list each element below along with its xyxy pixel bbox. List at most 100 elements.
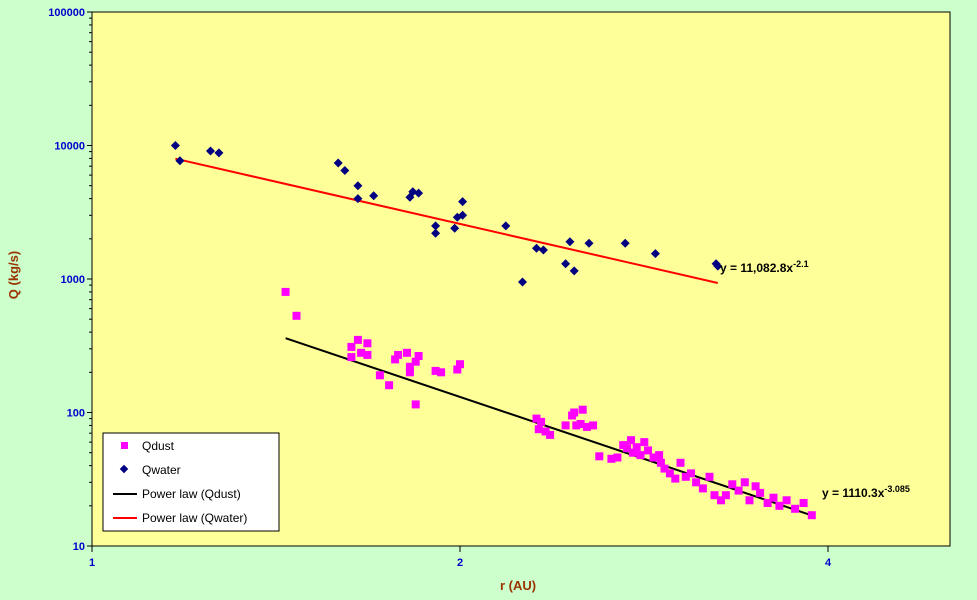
qdust-point bbox=[665, 469, 674, 478]
qdust-point bbox=[676, 458, 685, 467]
qdust-point bbox=[807, 511, 816, 520]
water-fit-equation: y = 11,082.8x-2.1 bbox=[720, 259, 809, 275]
qwater-point bbox=[431, 221, 441, 231]
y-axis-label: Q (kg/s) bbox=[6, 251, 21, 299]
qwater-point bbox=[518, 277, 527, 287]
legend-fit-water-label: Power law (Qwater) bbox=[142, 511, 247, 525]
qdust-point bbox=[775, 501, 784, 510]
qdust-point bbox=[644, 446, 652, 455]
qdust-point bbox=[740, 478, 749, 487]
qdust-point bbox=[411, 400, 420, 409]
qwater-point bbox=[431, 228, 441, 238]
y-tick-label: 100 bbox=[67, 408, 85, 420]
qwater-point bbox=[175, 156, 185, 166]
qdust-point bbox=[721, 491, 730, 500]
qwater-point bbox=[414, 188, 424, 198]
qdust-point bbox=[705, 472, 714, 481]
qdust-point bbox=[403, 348, 411, 357]
legend-fit-dust-label: Power law (Qdust) bbox=[142, 487, 241, 501]
qdust-point bbox=[763, 499, 772, 507]
qdust-point bbox=[595, 452, 604, 461]
qwater-point bbox=[713, 261, 723, 271]
qwater-point bbox=[333, 158, 343, 168]
qdust-point bbox=[582, 422, 591, 431]
qdust-point bbox=[681, 472, 690, 481]
qdust-point bbox=[607, 454, 616, 463]
legend: Qdust Qwater Power law (Qdust) Power law… bbox=[102, 432, 280, 532]
qdust-point bbox=[431, 366, 440, 375]
qdust-point bbox=[394, 350, 403, 359]
qdust-point bbox=[437, 368, 446, 377]
qdust-point bbox=[751, 482, 760, 491]
qdust-point bbox=[655, 451, 664, 460]
qdust-point bbox=[561, 421, 570, 430]
qwater-point bbox=[206, 146, 215, 156]
qdust-point bbox=[541, 427, 550, 436]
data-points bbox=[170, 141, 816, 520]
qdust-point bbox=[534, 425, 543, 434]
qdust-point bbox=[414, 352, 423, 360]
qdust-point bbox=[456, 360, 464, 369]
qdust-point bbox=[734, 486, 743, 495]
x-tick-label: 1 bbox=[89, 557, 95, 569]
qwater-point bbox=[450, 223, 460, 233]
qwater-point bbox=[561, 259, 571, 269]
trendlines bbox=[175, 157, 813, 517]
qdust-point bbox=[357, 348, 366, 357]
qdust-point bbox=[671, 474, 680, 483]
qdust-point bbox=[292, 311, 301, 320]
qdust-point bbox=[589, 421, 598, 430]
qdust-point bbox=[546, 430, 555, 439]
qdust-point bbox=[353, 335, 362, 344]
qwater-point bbox=[214, 148, 224, 158]
qdust-point bbox=[532, 414, 541, 423]
qdust-point bbox=[453, 365, 462, 374]
qdust-point bbox=[640, 438, 649, 447]
qdust-point bbox=[391, 355, 400, 364]
qdust-point bbox=[347, 353, 356, 362]
qwater-point bbox=[353, 194, 363, 204]
qdust-point bbox=[570, 408, 579, 417]
qdust-point bbox=[405, 368, 414, 377]
legend-qdust-marker bbox=[121, 442, 128, 449]
legend-qwater-marker bbox=[119, 464, 129, 474]
legend-box bbox=[102, 432, 280, 532]
qdust-point bbox=[636, 451, 645, 460]
qwater-point bbox=[538, 245, 548, 255]
qdust-point bbox=[576, 420, 585, 428]
qdust-point bbox=[572, 421, 581, 430]
qwater-point bbox=[170, 141, 180, 150]
qwater-point bbox=[584, 238, 594, 248]
qdust-point bbox=[411, 357, 420, 366]
trendline bbox=[175, 157, 719, 284]
qdust-point bbox=[728, 480, 737, 489]
y-tick-label: 1000 bbox=[61, 274, 85, 286]
qdust-point bbox=[628, 448, 637, 457]
qdust-point bbox=[717, 496, 725, 505]
qdust-point bbox=[710, 491, 719, 500]
qdust-point bbox=[660, 464, 669, 473]
qwater-point bbox=[569, 266, 579, 276]
qdust-point bbox=[791, 504, 800, 513]
legend-qwater-label: Qwater bbox=[142, 463, 181, 477]
qdust-point bbox=[578, 405, 587, 414]
y-tick-label: 100000 bbox=[48, 7, 85, 19]
qdust-point bbox=[281, 287, 290, 296]
qdust-point bbox=[537, 417, 546, 426]
qwater-point bbox=[408, 187, 418, 197]
qwater-point bbox=[353, 181, 363, 191]
qdust-point bbox=[385, 381, 394, 390]
qwater-point bbox=[340, 166, 350, 175]
qdust-point bbox=[347, 342, 356, 351]
dust-fit-equation: y = 1110.3x-3.085 bbox=[822, 484, 910, 500]
qdust-point bbox=[363, 350, 372, 359]
qdust-point bbox=[698, 484, 707, 493]
x-tick-label: 4 bbox=[825, 557, 832, 569]
qdust-point bbox=[405, 362, 414, 371]
qdust-point bbox=[613, 453, 622, 462]
qdust-point bbox=[375, 371, 384, 380]
qwater-point bbox=[620, 238, 630, 248]
axes bbox=[87, 11, 829, 552]
qdust-point bbox=[623, 444, 632, 453]
qdust-point bbox=[756, 488, 765, 497]
